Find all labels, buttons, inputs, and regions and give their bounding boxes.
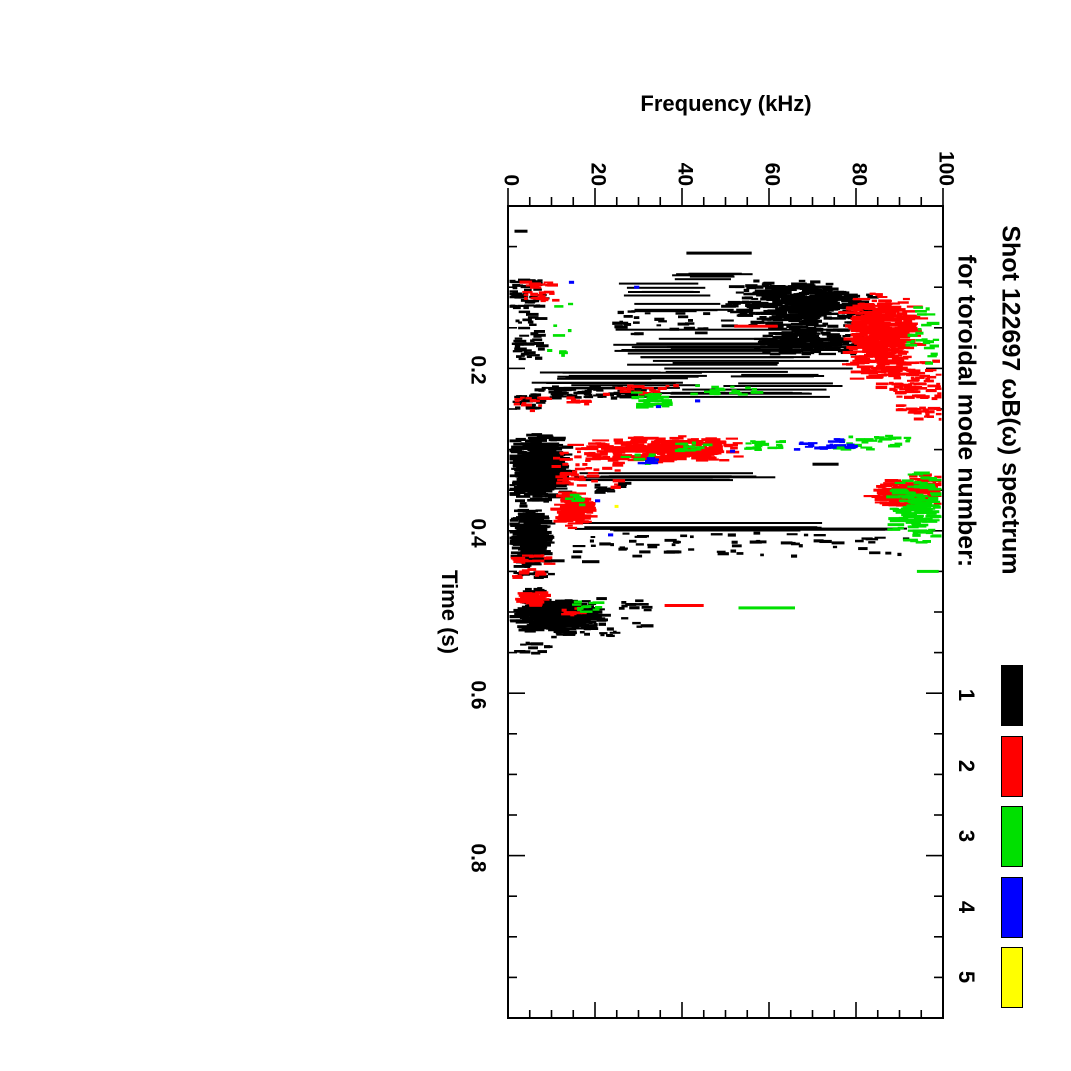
legend-label-n3: 3 — [954, 829, 979, 843]
scatter-series-n4 — [568, 280, 858, 537]
freq-tick-label: 0 — [499, 174, 523, 186]
scatter-series-n1 — [509, 229, 910, 655]
frequency-axis-label: Frequency (kHz) — [640, 91, 812, 116]
time-tick-label: 0.6 — [466, 680, 490, 710]
time-tick-label: 0.8 — [466, 842, 490, 873]
axis-ticks — [507, 188, 944, 1017]
legend-label-n4: 4 — [954, 900, 979, 914]
time-tick-label: 0.4 — [466, 518, 490, 548]
plot-title-line2: for toroidal mode number: — [952, 254, 981, 568]
legend-label-n2: 2 — [954, 759, 979, 773]
legend-swatch-n4 — [1001, 877, 1023, 938]
legend-label-n5: 5 — [954, 970, 979, 984]
scatter-series-n3 — [547, 302, 942, 613]
freq-tick-label: 20 — [586, 162, 610, 186]
legend-label-n1: 1 — [954, 688, 979, 702]
legend-swatch-n5 — [1001, 947, 1023, 1008]
freq-tick-label: 100 — [934, 150, 958, 186]
scatter-series-n5 — [614, 504, 619, 508]
scatter-series-n2 — [510, 280, 942, 617]
time-axis-label: Time (s) — [437, 570, 462, 654]
legend-swatch-n3 — [1001, 806, 1023, 867]
freq-tick-label: 80 — [847, 162, 871, 186]
freq-tick-label: 60 — [760, 162, 784, 186]
time-tick-label: 0.2 — [466, 355, 490, 385]
legend-swatch-n1 — [1001, 665, 1023, 726]
plot-title-line1: Shot 122697 ωB(ω) spectrum — [996, 225, 1025, 575]
freq-tick-label: 40 — [673, 162, 697, 186]
legend-swatch-n2 — [1001, 736, 1023, 797]
plot-frame — [507, 205, 944, 1019]
